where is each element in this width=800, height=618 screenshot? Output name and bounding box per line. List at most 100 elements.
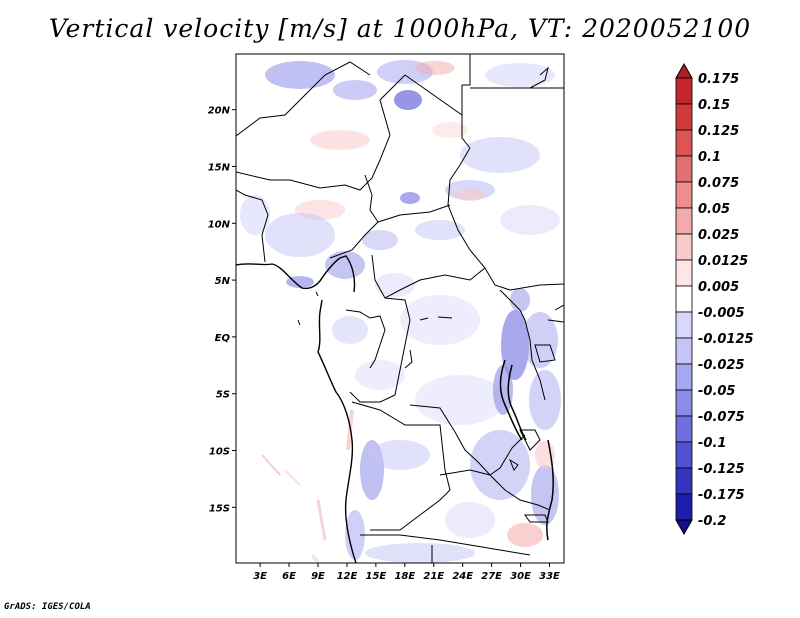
negative-velocity-patch bbox=[510, 288, 530, 312]
namibia-boundary bbox=[360, 534, 531, 556]
negative-velocity-patch bbox=[240, 195, 270, 235]
negative-velocity-patch bbox=[531, 465, 559, 525]
negative-velocity-patch bbox=[493, 365, 513, 415]
colorbar: 0.175 0.15 0.125 0.1 0.075 0.05 0.025 0.0125 0.0… bbox=[675, 62, 754, 536]
colorbar-label: 0.05 bbox=[698, 202, 730, 217]
negative-velocity-patch bbox=[362, 230, 398, 250]
island-bioko bbox=[315, 291, 319, 297]
lon-label: 12E bbox=[337, 571, 358, 582]
colorbar-segment bbox=[675, 337, 693, 365]
chad-boundary bbox=[377, 204, 451, 223]
colorbar-segment bbox=[675, 207, 693, 235]
atlantic-coastline bbox=[317, 299, 357, 563]
car-boundary bbox=[371, 254, 486, 299]
velocity-field bbox=[240, 60, 561, 563]
negative-velocity-patch bbox=[355, 360, 405, 390]
colorbar-label: 0.075 bbox=[698, 176, 739, 191]
colorbar-label: -0.0125 bbox=[698, 332, 754, 347]
colorbar-label: -0.125 bbox=[698, 462, 745, 477]
colorbar-label: -0.005 bbox=[698, 306, 745, 321]
niger-boundary bbox=[236, 74, 471, 191]
lon-label: 9E bbox=[311, 571, 325, 582]
country-boundaries bbox=[236, 54, 564, 563]
lon-label: 3E bbox=[253, 571, 267, 582]
colorbar-segment bbox=[675, 285, 693, 313]
mali-boundary bbox=[236, 61, 371, 137]
lat-label: 20N bbox=[208, 106, 231, 117]
negative-velocity-patch bbox=[501, 310, 529, 380]
colorbar-max-arrow bbox=[675, 62, 693, 79]
congo-boundary bbox=[345, 309, 386, 369]
colorbar-label: -0.05 bbox=[698, 384, 735, 399]
negative-velocity-patch bbox=[345, 510, 365, 560]
lon-label: 24E bbox=[452, 571, 473, 582]
ocean-streak bbox=[261, 454, 281, 476]
lon-label: 27E bbox=[481, 571, 502, 582]
negative-velocity-patch bbox=[325, 251, 365, 279]
negative-velocity-patch bbox=[445, 502, 495, 538]
colorbar-segment bbox=[675, 441, 693, 469]
positive-velocity-patch bbox=[432, 122, 468, 138]
benin-togo-boundary bbox=[236, 189, 269, 263]
lake-mweru bbox=[508, 458, 519, 471]
negative-velocity-patch bbox=[332, 316, 368, 344]
colorbar-label: 0.125 bbox=[698, 124, 739, 139]
negative-velocity-patch bbox=[415, 375, 505, 425]
nile-delta bbox=[529, 66, 549, 89]
colorbar-label: 0.025 bbox=[698, 228, 739, 243]
drc-west-boundary bbox=[349, 297, 411, 403]
negative-velocity-patch bbox=[485, 63, 555, 87]
lat-label: 10S bbox=[209, 447, 230, 458]
negative-velocity-patch bbox=[400, 295, 480, 345]
libya-boundary bbox=[461, 54, 471, 115]
lon-label: 30E bbox=[510, 571, 531, 582]
negative-velocity-patch bbox=[470, 430, 530, 500]
colorbar-label: -0.175 bbox=[698, 488, 745, 503]
colorbar-segment bbox=[675, 311, 693, 339]
negative-velocity-patch bbox=[375, 273, 415, 297]
colorbar-segment bbox=[675, 103, 693, 131]
colorbar-label: 0.15 bbox=[698, 98, 730, 113]
zambia-boundary bbox=[439, 469, 551, 511]
drc-zambia-boundary bbox=[409, 404, 526, 476]
negative-velocity-patch bbox=[365, 543, 475, 563]
colorbar-label: -0.1 bbox=[698, 436, 726, 451]
lat-label: 5N bbox=[215, 276, 231, 287]
colorbar-label: 0.1 bbox=[698, 150, 721, 165]
colorbar-segment bbox=[675, 129, 693, 157]
latitude-labels: 20N 15N 10N 5N EQ 5S 10S 15S bbox=[208, 106, 236, 514]
colorbar-segment bbox=[675, 233, 693, 261]
longitude-labels: 3E 6E 9E 12E 15E 18E 21E 24E 27E 30E 33E bbox=[253, 563, 560, 582]
negative-velocity-patch bbox=[286, 276, 314, 288]
positive-velocity-patch bbox=[455, 189, 485, 201]
grads-credit: GrADS: IGES/COLA bbox=[4, 602, 91, 612]
colorbar-label: 0.005 bbox=[698, 280, 739, 295]
colorbar-segment bbox=[675, 181, 693, 209]
colorbar-segment bbox=[675, 415, 693, 443]
west-africa-coastline bbox=[236, 255, 356, 293]
lat-label: 10N bbox=[208, 219, 231, 230]
colorbar-segment bbox=[675, 77, 693, 105]
colorbar-label: -0.025 bbox=[698, 358, 745, 373]
colorbar-min-arrow bbox=[675, 519, 693, 536]
colorbar-label: 0.0125 bbox=[698, 254, 748, 269]
positive-velocity-patch bbox=[415, 61, 455, 75]
chad-sudan-boundary bbox=[447, 147, 564, 291]
colorbar-label: 0.175 bbox=[698, 72, 739, 87]
lat-label: EQ bbox=[215, 333, 231, 344]
colorbar-segment bbox=[675, 493, 693, 521]
negative-velocity-patch bbox=[394, 90, 422, 110]
positive-velocity-patch bbox=[507, 523, 543, 547]
lon-label: 18E bbox=[394, 571, 415, 582]
lat-label: 5S bbox=[216, 390, 230, 401]
lat-label: 15S bbox=[209, 503, 230, 514]
colorbar-segment bbox=[675, 467, 693, 495]
negative-velocity-patch bbox=[265, 213, 335, 257]
lon-label: 33E bbox=[539, 571, 560, 582]
positive-velocity-patch bbox=[310, 130, 370, 150]
island bbox=[297, 319, 301, 326]
negative-velocity-patch bbox=[370, 440, 430, 470]
colorbar-segment bbox=[675, 155, 693, 183]
ocean-streak bbox=[310, 554, 320, 563]
